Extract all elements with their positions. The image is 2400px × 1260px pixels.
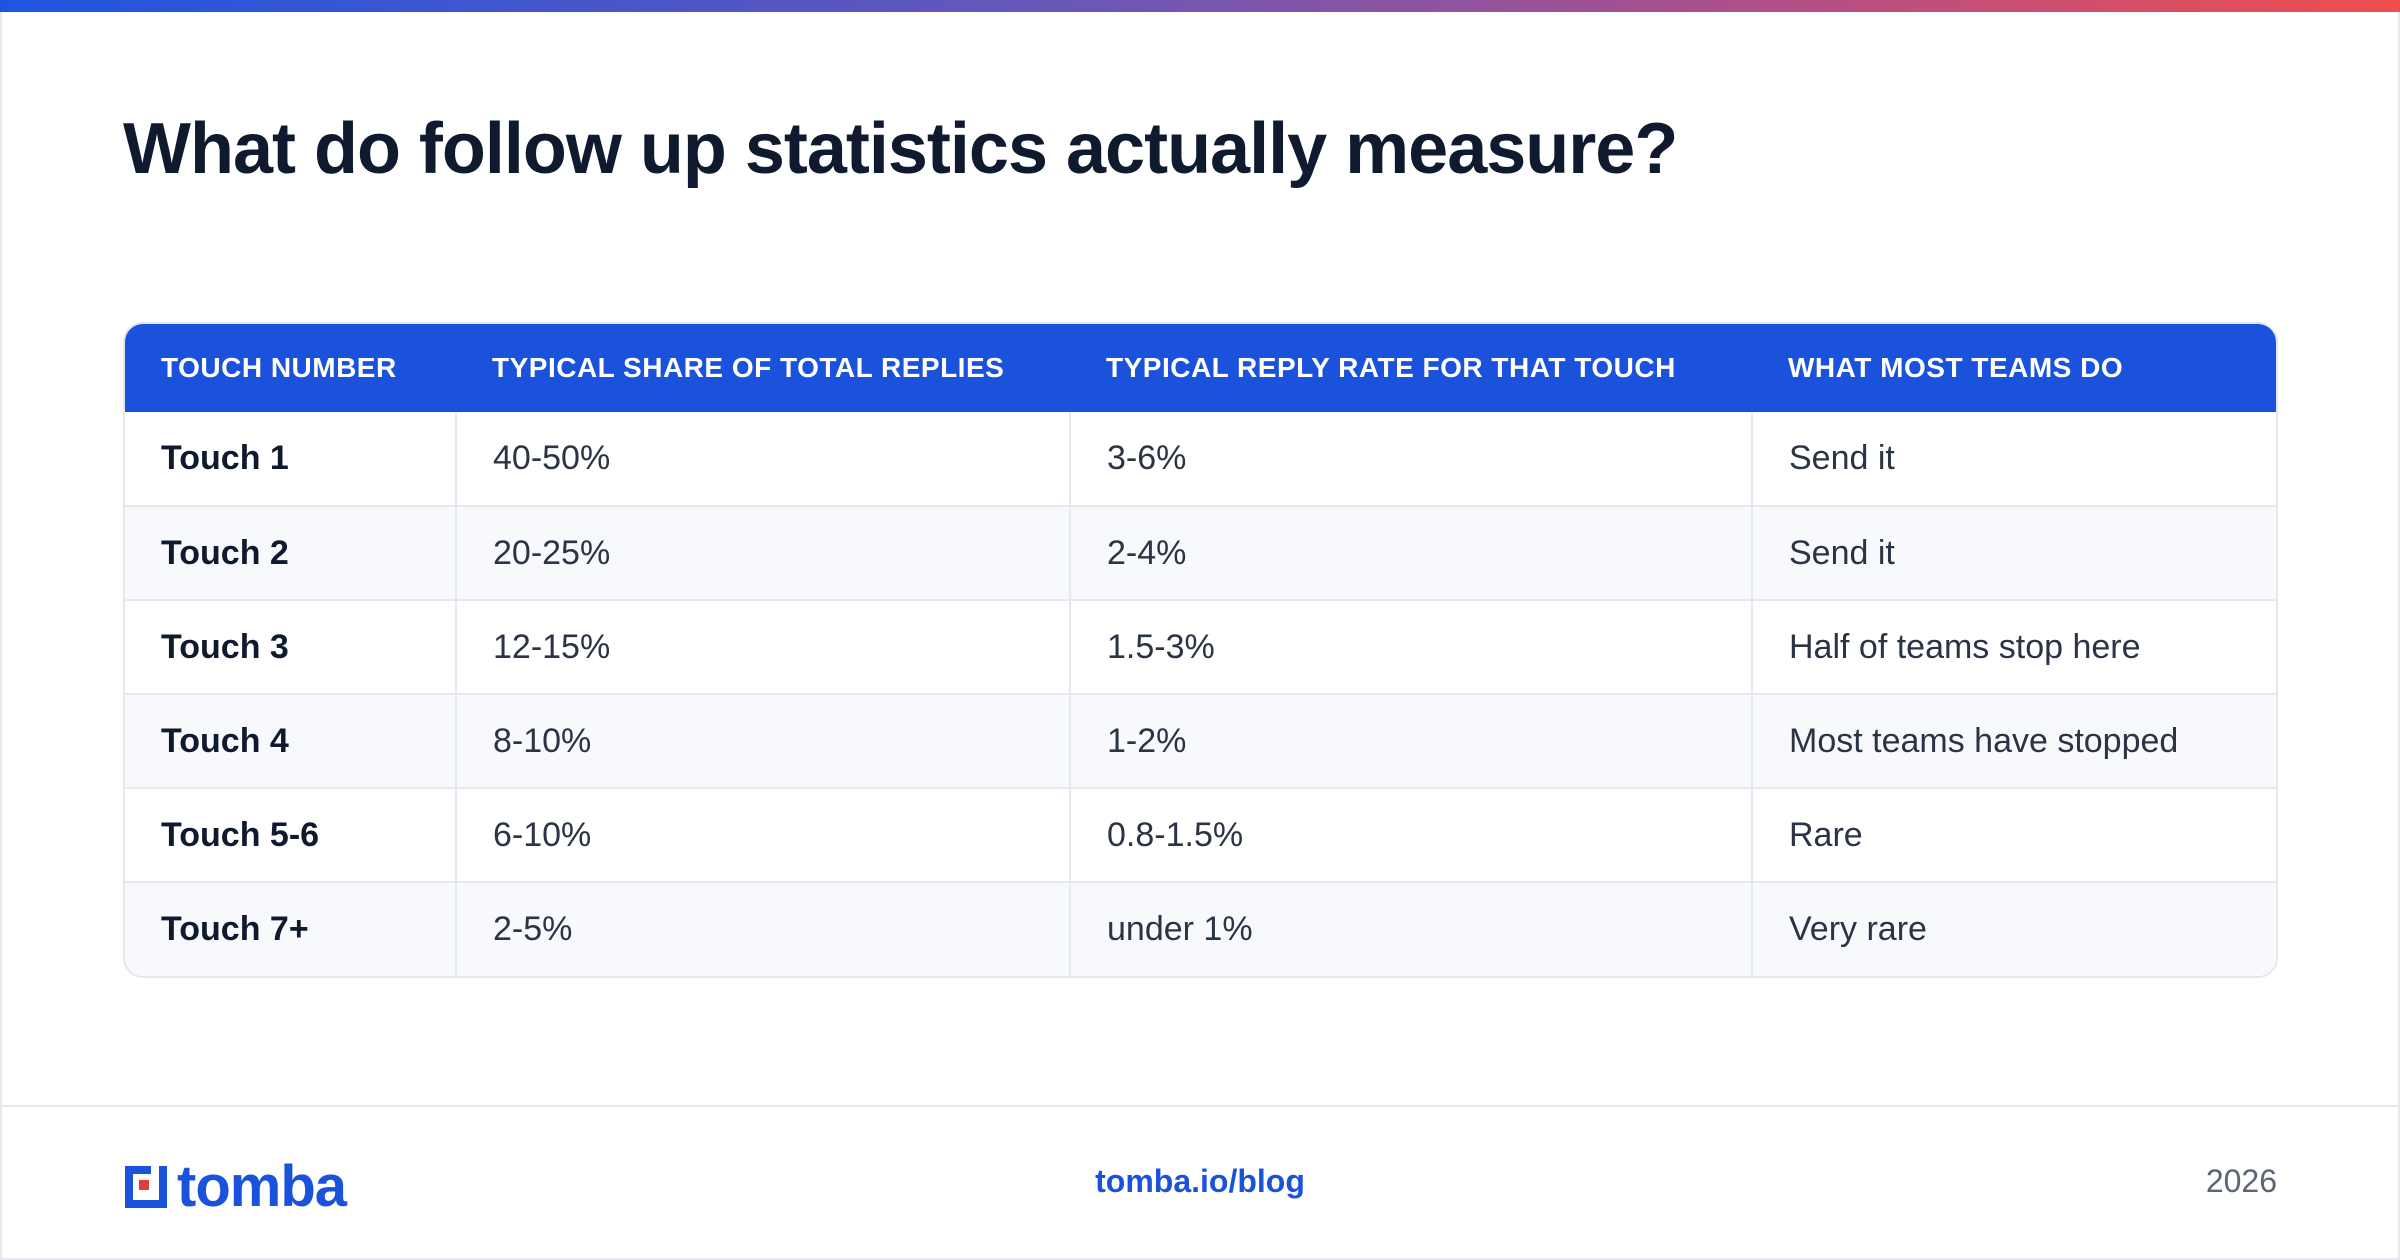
cell-rate: 3-6%: [1069, 412, 1752, 506]
cell-touch: Touch 5-6: [125, 787, 456, 882]
cell-rate: 2-4%: [1069, 505, 1752, 600]
footer-divider: [0, 1105, 2400, 1107]
stats-table-container: TOUCH NUMBER TYPICAL SHARE OF TOTAL REPL…: [123, 322, 2278, 978]
header-share-of-replies: TYPICAL SHARE OF TOTAL REPLIES: [492, 352, 1005, 383]
cell-rate: 0.8-1.5%: [1069, 787, 1752, 882]
cell-share: 40-50%: [455, 412, 1070, 506]
cell-action: Most teams have stopped: [1751, 693, 2276, 788]
cell-share: 8-10%: [455, 693, 1070, 788]
header-what-teams-do: WHAT MOST TEAMS DO: [1788, 352, 2124, 383]
table-row: Touch 3 12-15% 1.5-3% Half of teams stop…: [125, 599, 2276, 694]
cell-touch: Touch 3: [125, 599, 456, 694]
cell-action: Rare: [1751, 787, 2276, 882]
footer-year: 2026: [2205, 1163, 2277, 1199]
top-gradient-bar: [0, 0, 2400, 12]
cell-touch: Touch 2: [125, 505, 456, 600]
table-row: Touch 2 20-25% 2-4% Send it: [125, 505, 2276, 600]
cell-share: 20-25%: [455, 505, 1070, 600]
cell-rate: under 1%: [1069, 881, 1752, 976]
table-row: Touch 7+ 2-5% under 1% Very rare: [125, 881, 2276, 976]
table-row: Touch 1 40-50% 3-6% Send it: [125, 412, 2276, 506]
tomba-logo-mark-icon: [125, 1166, 167, 1208]
cell-action: Send it: [1751, 505, 2276, 600]
cell-touch: Touch 7+: [125, 881, 456, 976]
follow-up-stats-table: TOUCH NUMBER TYPICAL SHARE OF TOTAL REPL…: [125, 324, 2276, 976]
page-title: What do follow up statistics actually me…: [123, 109, 1678, 189]
blog-link[interactable]: tomba.io/blog: [1095, 1163, 1305, 1199]
header-touch-number: TOUCH NUMBER: [161, 352, 397, 383]
cell-share: 2-5%: [455, 881, 1070, 976]
header-reply-rate: TYPICAL REPLY RATE FOR THAT TOUCH: [1106, 352, 1676, 383]
brand-name: tomba: [177, 1154, 347, 1219]
cell-rate: 1.5-3%: [1069, 599, 1752, 694]
table-row: Touch 5-6 6-10% 0.8-1.5% Rare: [125, 787, 2276, 882]
cell-action: Very rare: [1751, 881, 2276, 976]
cell-action: Half of teams stop here: [1751, 599, 2276, 694]
cell-rate: 1-2%: [1069, 693, 1752, 788]
cell-touch: Touch 4: [125, 693, 456, 788]
cell-share: 6-10%: [455, 787, 1070, 882]
cell-touch: Touch 1: [161, 439, 289, 477]
brand-logo[interactable]: tomba: [123, 1154, 347, 1219]
table-row: Touch 4 8-10% 1-2% Most teams have stopp…: [125, 693, 2276, 788]
table-header-row: TOUCH NUMBER TYPICAL SHARE OF TOTAL REPL…: [125, 324, 2276, 412]
cell-action: Send it: [1751, 412, 2276, 506]
cell-share: 12-15%: [455, 599, 1070, 694]
